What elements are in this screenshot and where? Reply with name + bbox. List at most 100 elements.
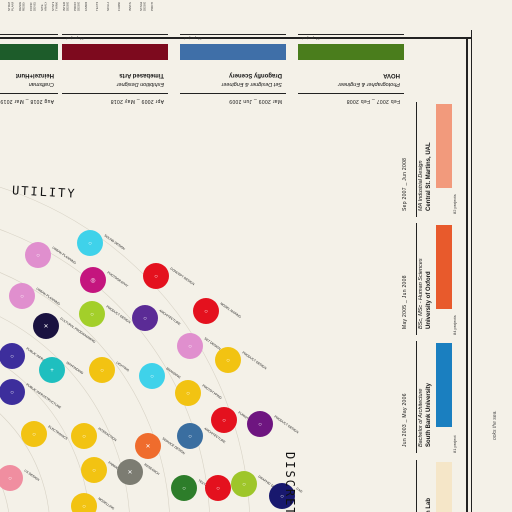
skill-dot[interactable] [139,363,165,389]
skill-dot[interactable] [21,421,47,447]
skill-dot[interactable] [81,457,107,483]
skill-dot-icon: ○ [258,422,262,428]
skill-node[interactable]: ○ URBAN PLANNING [25,242,77,268]
skill-node[interactable]: ○ CAD [269,483,304,509]
skill-dot[interactable] [177,423,203,449]
skill-dot-icon: ○ [216,486,220,492]
education-bar [436,462,452,512]
skill-dot-icon: ○ [143,316,147,322]
skill-dot[interactable] [231,471,257,497]
skill-node[interactable]: ○ CONCEPT DESIGN [143,263,196,289]
skill-dot[interactable] [132,305,158,331]
radial-ring [0,481,9,512]
skill-dot[interactable] [71,423,97,449]
skill-label: WAYFINDING [65,361,84,376]
skill-dot[interactable] [215,347,241,373]
skill-label: PRODUCT DESIGN [241,351,267,371]
skill-label: UX DESIGN [23,469,40,483]
right-frame-line [466,37,468,512]
skill-dot[interactable] [117,459,143,485]
skill-node[interactable]: + WAYFINDING [39,357,85,383]
skill-dot-icon: ✕ [43,324,48,330]
skill-dot-icon: ○ [280,494,284,500]
skill-dot[interactable] [211,407,237,433]
skill-node[interactable]: ○ ELECTRONICS [21,421,68,447]
skill-label: CAD [295,487,303,495]
skill-dot[interactable] [0,465,23,491]
skill-label: SET DESIGN [203,337,222,352]
skill-dot-icon: ○ [222,418,226,424]
skill-node[interactable]: ○ TEXTILES [171,475,212,501]
skill-node[interactable]: ○ ARCHITECTURE [132,305,181,331]
skill-label: URBAN PLANNING [35,287,61,307]
skill-dot-icon: ○ [8,476,12,482]
skill-dot[interactable] [77,230,103,256]
skill-dot[interactable] [25,242,51,268]
skill-node[interactable]: ○ PRODUCT DESIGN [215,347,268,373]
skill-node[interactable]: ○ MODELLING [71,493,116,512]
skill-label: PHOTOGRAPHY [106,271,129,289]
skill-dot[interactable] [177,333,203,359]
education-bar [436,225,452,309]
skill-dot[interactable] [171,475,197,501]
skill-dot[interactable] [39,357,65,383]
axis-label-discrete: DISCRETE [283,452,297,512]
skill-dot[interactable] [247,411,273,437]
skill-dot[interactable] [0,379,25,405]
skill-label: PUBLIC INFRASTRUCTURE [25,383,61,410]
skill-dot-icon: ○ [188,434,192,440]
skill-label: MODEL MAKING [219,302,242,320]
skill-dot-icon: ○ [10,354,14,360]
skill-dot[interactable] [0,343,25,369]
skill-node[interactable]: ○ PRODUCT DESIGN [79,301,132,327]
education-bar [436,343,452,427]
skill-label: PRODUCT DESIGN [273,415,299,435]
skill-dot[interactable] [135,433,161,459]
skill-node[interactable]: ○ INTERACTION [71,423,118,449]
skill-dot-icon: ○ [36,253,40,259]
skill-dot[interactable] [269,483,295,509]
skill-dot[interactable] [33,313,59,339]
education-divider [416,102,417,217]
skill-node[interactable]: ○ LIGHTING [89,357,130,383]
skill-dot[interactable] [143,263,169,289]
skill-node[interactable]: ○ URBAN PLANNING [9,283,61,309]
skill-dot-icon: ○ [32,432,36,438]
skill-node[interactable]: ○ UX DESIGN [0,465,41,491]
skill-dot-icon: ○ [20,294,24,300]
right-frame-line-inner [471,30,472,512]
footnote-text: ooks the sea. [492,410,498,440]
education-divider [416,341,417,453]
skill-dot[interactable] [89,357,115,383]
skill-dot-icon: ○ [82,504,86,510]
skill-label: RESEARCH [143,463,160,477]
skill-dot[interactable] [79,301,105,327]
skill-dot-icon: ○ [204,309,208,315]
skill-node[interactable]: ○ PRODUCT DESIGN [247,411,300,437]
skill-node[interactable]: ○ PROTOTYPING [175,380,223,406]
skill-label: TEXTILES [197,479,212,491]
skill-node[interactable]: ○ MODEL MAKING [193,298,242,324]
skill-dot[interactable] [71,493,97,512]
skill-node[interactable]: ✕ RESEARCH [117,459,161,485]
skill-dot[interactable] [193,298,219,324]
skill-dot-icon: ○ [182,486,186,492]
skill-dot[interactable] [175,380,201,406]
skill-dot[interactable] [9,283,35,309]
skill-dot-icon: ○ [154,274,158,280]
skill-label: URBAN PLANNING [51,246,77,266]
skill-label: PRODUCT DESIGN [105,305,131,325]
skill-label: MODELLING [97,497,115,511]
skill-label: ARCHITECTURE [158,309,181,327]
skill-dot-icon: ○ [100,368,104,374]
skill-node[interactable]: ○ PUBLIC INFRASTRUCTURE [0,379,62,410]
skill-label: ELECTRONICS [47,425,68,441]
skill-dot[interactable] [80,267,106,293]
skill-node[interactable]: ○ SET DESIGN [177,333,222,359]
skill-node[interactable]: ◎ PHOTOGRAPHY [80,267,130,293]
skill-dot[interactable] [205,475,231,501]
skill-label: CONCEPT DESIGN [169,267,195,287]
skill-dot-icon: ○ [92,468,96,474]
